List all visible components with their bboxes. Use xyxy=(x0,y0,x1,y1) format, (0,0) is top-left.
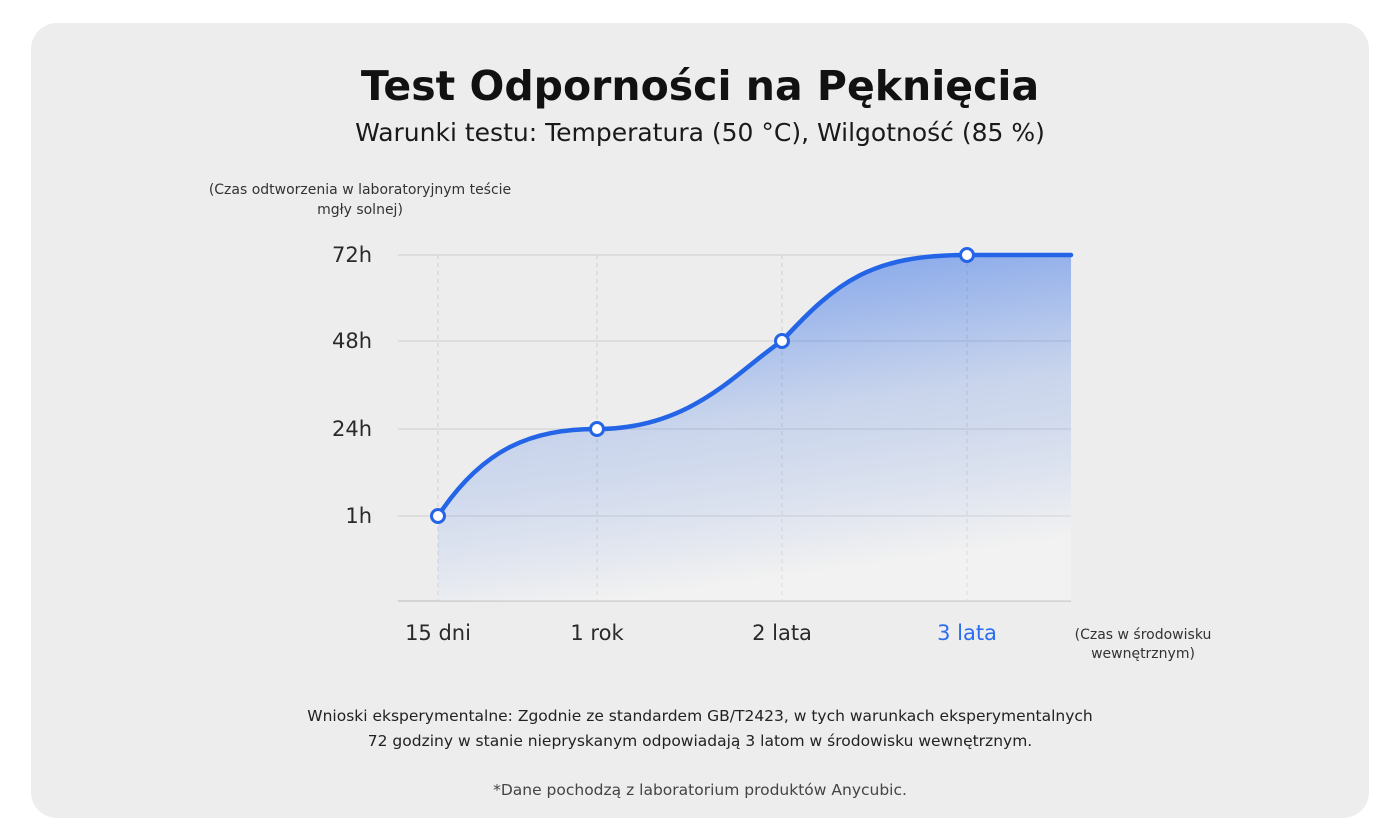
data-point-1 xyxy=(430,508,446,524)
conclusion-text: Wnioski eksperymentalne: Zgodnie ze stan… xyxy=(150,704,1250,754)
data-point-4 xyxy=(959,247,975,263)
y-tick-label: 72h xyxy=(332,243,372,267)
conclusion-line-2: 72 godziny w stanie niepryskanym odpowia… xyxy=(367,732,1033,750)
y-tick-label: 48h xyxy=(332,329,372,353)
chart-title: Test Odporności na Pęknięcia xyxy=(360,62,1040,110)
x-tick-label: 2 lata xyxy=(752,621,812,645)
chart-subtitle: Warunki testu: Temperatura (50 °C), Wilg… xyxy=(355,118,1045,147)
conclusion-line-1: Wnioski eksperymentalne: Zgodnie ze stan… xyxy=(307,707,1093,725)
x-axis-label: (Czas w środowisku wewnętrznym) xyxy=(1074,627,1212,662)
y-tick-label: 24h xyxy=(332,417,372,441)
series-line xyxy=(435,252,1074,519)
data-point-2 xyxy=(589,421,605,437)
series-area xyxy=(438,255,1071,601)
x-tick-label: 1 rok xyxy=(570,621,624,645)
y-tick-label: 1h xyxy=(345,504,372,528)
x-tick-label: 3 lata xyxy=(937,621,997,645)
y-axis-label: (Czas odtworzenia w laboratoryjnym teści… xyxy=(208,182,512,218)
x-tick-label: 15 dni xyxy=(405,621,471,645)
data-point-3 xyxy=(774,333,790,349)
source-note: *Dane pochodzą z laboratorium produktów … xyxy=(493,781,907,799)
